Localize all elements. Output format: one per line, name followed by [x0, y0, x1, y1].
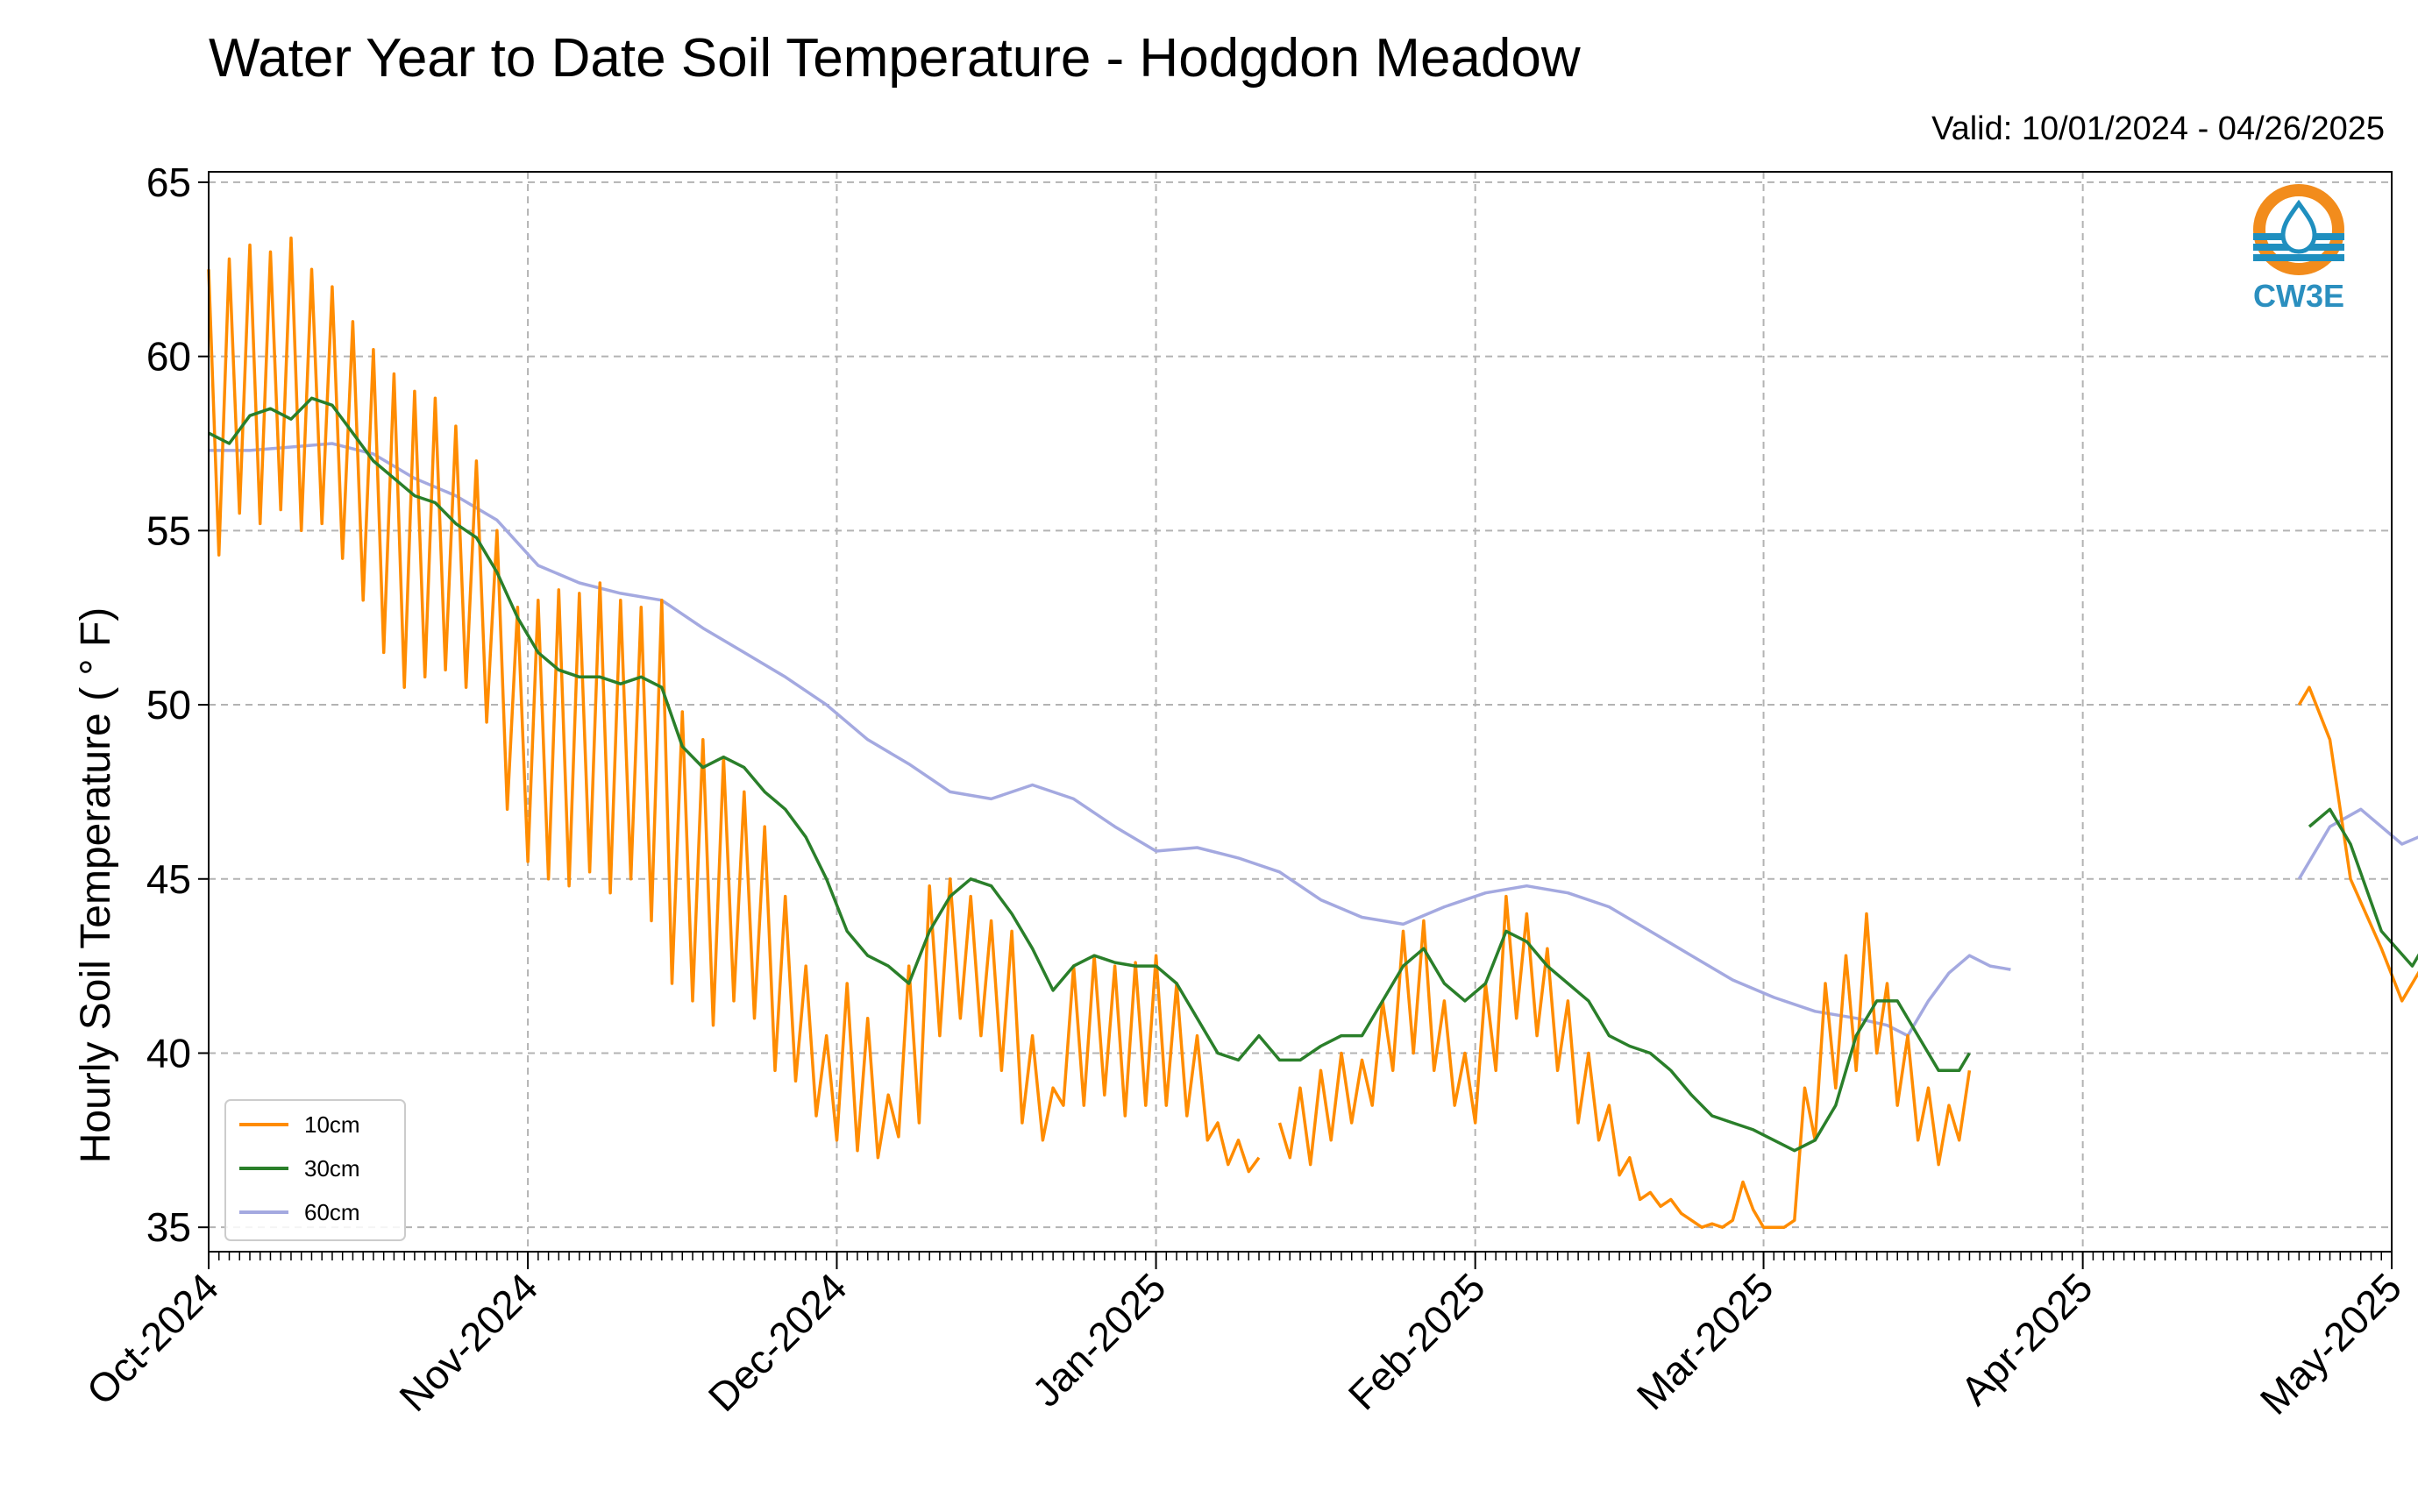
y-tick-label: 60 — [146, 334, 191, 380]
legend-label-10cm: 10cm — [304, 1111, 360, 1138]
legend-label-30cm: 30cm — [304, 1155, 360, 1182]
y-tick-label: 65 — [146, 160, 191, 205]
x-tick-label: Apr-2025 — [1952, 1264, 2102, 1414]
y-axis: 35 40 45 50 55 60 65 — [146, 160, 209, 1250]
legend-box — [224, 1099, 406, 1241]
x-axis: Oct-2024 Nov-2024 Dec-2024 Jan-2025 Feb-2025… — [78, 1252, 2410, 1423]
series-line-60cm — [2297, 807, 2418, 880]
y-tick-label: 45 — [146, 856, 191, 902]
water-drop-icon — [2280, 199, 2317, 254]
series-line-10cm — [207, 236, 1261, 1174]
x-tick-label: Feb-2025 — [1340, 1264, 1494, 1418]
chart-subtitle: Valid: 10/01/2024 - 04/26/2025 — [1931, 110, 2385, 147]
chart-title: Water Year to Date Soil Temperature - Ho… — [209, 28, 1581, 89]
legend-label-60cm: 60cm — [304, 1199, 360, 1225]
x-tick-label: Mar-2025 — [1628, 1264, 1782, 1418]
x-tick-label: Nov-2024 — [390, 1264, 546, 1420]
series-line-10cm — [1277, 894, 1972, 1229]
series-line-30cm — [208, 396, 1971, 1153]
y-tick-label: 40 — [146, 1030, 191, 1075]
x-tick-label: Oct-2024 — [78, 1264, 228, 1414]
logo: CW3E — [2253, 184, 2344, 314]
y-tick-label: 35 — [146, 1204, 191, 1250]
x-tick-label: Dec-2024 — [700, 1264, 856, 1420]
x-tick-label: May-2025 — [2251, 1264, 2410, 1423]
series-line-30cm — [2308, 807, 2418, 968]
y-tick-label: 50 — [146, 682, 191, 728]
series-line-10cm — [2297, 685, 2418, 1003]
series-layer — [207, 236, 2418, 1229]
logo-text: CW3E — [2253, 278, 2344, 314]
logo-ring-icon — [2253, 184, 2344, 275]
y-tick-label: 55 — [146, 508, 191, 553]
legend: 10cm 30cm 60cm — [224, 1099, 406, 1241]
x-tick-label: Jan-2025 — [1023, 1264, 1174, 1415]
